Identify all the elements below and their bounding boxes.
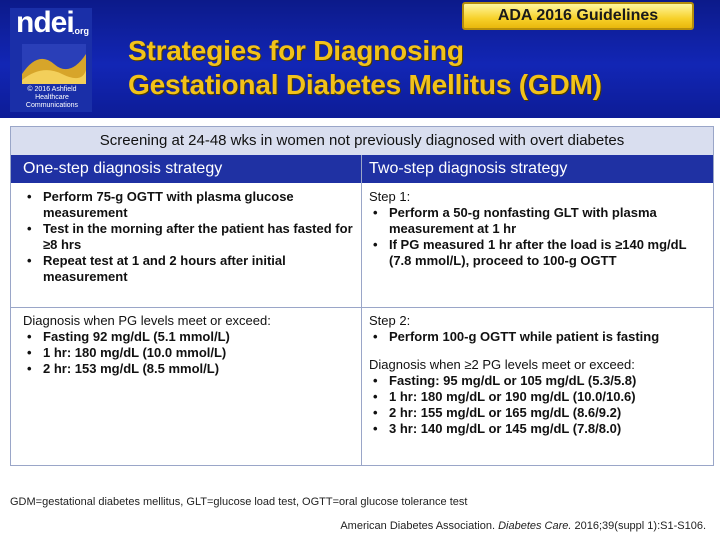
list-item: 2 hr: 155 mg/dL or 165 mg/dL (8.6/9.2) xyxy=(369,405,705,421)
ndei-logo[interactable]: ndei .org © 2016 Ashfield Healthcare Com… xyxy=(10,6,92,112)
logo-text: ndei xyxy=(16,6,75,39)
list-item: Fasting: 95 mg/dL or 105 mg/dL (5.3/5.8) xyxy=(369,373,705,389)
header-band: ndei .org © 2016 Ashfield Healthcare Com… xyxy=(0,0,720,118)
citation: American Diabetes Association. Diabetes … xyxy=(340,520,706,532)
column-divider xyxy=(361,155,362,465)
list-item: Fasting 92 mg/dL (5.1 mmol/L) xyxy=(23,329,353,345)
list-item: 3 hr: 140 mg/dL or 145 mg/dL (7.8/8.0) xyxy=(369,421,705,437)
list-item: If PG measured 1 hr after the load is ≥1… xyxy=(369,237,705,269)
step-2-label: Step 2: xyxy=(369,313,411,328)
logo-wave-icon xyxy=(22,44,86,84)
logo-copyright: © 2016 Ashfield Healthcare Communication… xyxy=(25,86,79,109)
title-line-2: Gestational Diabetes Mellitus (GDM) xyxy=(128,69,602,100)
list-item: Perform a 50-g nonfasting GLT with plasm… xyxy=(369,205,705,237)
list-item: Perform 75-g OGTT with plasma glucose me… xyxy=(23,189,353,221)
list-item: 2 hr: 153 mg/dL (8.5 mmol/L) xyxy=(23,361,353,377)
row-divider xyxy=(11,307,713,308)
list-item: Repeat test at 1 and 2 hours after initi… xyxy=(23,253,353,285)
one-step-header: One-step diagnosis strategy xyxy=(23,160,223,177)
two-step-diagnosis-label: Diagnosis when ≥2 PG levels meet or exce… xyxy=(369,357,635,372)
list-item: Perform 100-g OGTT while patient is fast… xyxy=(369,329,705,345)
two-step-header: Two-step diagnosis strategy xyxy=(369,160,568,177)
title-line-1: Strategies for Diagnosing xyxy=(128,35,464,66)
one-step-diagnosis-label: Diagnosis when PG levels meet or exceed: xyxy=(23,313,271,328)
screening-row: Screening at 24-48 wks in women not prev… xyxy=(11,127,713,156)
list-item: 1 hr: 180 mg/dL (10.0 mmol/L) xyxy=(23,345,353,361)
list-item: 1 hr: 180 mg/dL or 190 mg/dL (10.0/10.6) xyxy=(369,389,705,405)
abbreviations-footnote: GDM=gestational diabetes mellitus, GLT=g… xyxy=(10,496,468,508)
guidelines-badge: ADA 2016 Guidelines xyxy=(462,2,694,30)
one-step-diagnosis-cell: Diagnosis when PG levels meet or exceed:… xyxy=(23,313,353,377)
logo-suffix: .org xyxy=(72,26,89,36)
one-step-procedure-cell: Perform 75-g OGTT with plasma glucose me… xyxy=(23,189,353,285)
page-title: Strategies for Diagnosing Gestational Di… xyxy=(128,34,708,102)
strategy-header-row: One-step diagnosis strategy Two-step dia… xyxy=(11,155,713,183)
step-1-cell: Step 1: Perform a 50-g nonfasting GLT wi… xyxy=(369,189,705,269)
list-item: Test in the morning after the patient ha… xyxy=(23,221,353,253)
diagnosis-table: Screening at 24-48 wks in women not prev… xyxy=(10,126,714,466)
citation-details: 2016;39(suppl 1):S1-S106. xyxy=(574,520,706,532)
step-1-label: Step 1: xyxy=(369,189,411,204)
citation-authors: American Diabetes Association. xyxy=(340,520,496,532)
citation-journal: Diabetes Care. xyxy=(498,520,572,532)
step-2-cell: Step 2: Perform 100-g OGTT while patient… xyxy=(369,313,705,437)
